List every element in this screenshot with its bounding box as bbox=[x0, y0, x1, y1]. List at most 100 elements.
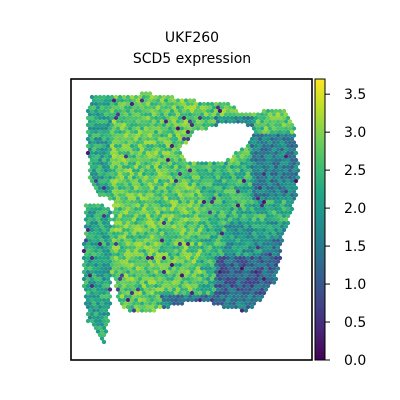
spot bbox=[111, 273, 117, 278]
spot bbox=[107, 238, 113, 243]
spot bbox=[245, 248, 251, 254]
spot bbox=[267, 259, 273, 264]
spot bbox=[279, 238, 285, 243]
spot bbox=[171, 154, 177, 159]
spot bbox=[181, 178, 187, 184]
spot bbox=[131, 252, 137, 257]
spot bbox=[141, 115, 147, 121]
spot bbox=[269, 157, 275, 163]
spot bbox=[277, 248, 283, 254]
spot bbox=[197, 262, 203, 268]
spot bbox=[235, 203, 241, 208]
spot bbox=[211, 217, 217, 222]
spot bbox=[111, 154, 117, 159]
spot bbox=[117, 108, 123, 114]
spot bbox=[195, 203, 201, 208]
spot bbox=[151, 98, 157, 103]
spot bbox=[105, 248, 111, 254]
spot bbox=[285, 150, 291, 156]
spot bbox=[113, 213, 119, 219]
spot bbox=[269, 241, 275, 247]
spot bbox=[159, 182, 165, 187]
spot bbox=[107, 245, 113, 250]
spot bbox=[109, 101, 115, 107]
spot bbox=[115, 210, 121, 215]
spot bbox=[153, 199, 159, 205]
spot bbox=[145, 115, 151, 121]
spot bbox=[247, 210, 253, 215]
spot bbox=[131, 105, 137, 110]
spot bbox=[229, 213, 235, 219]
spot bbox=[277, 241, 283, 247]
spot bbox=[113, 171, 119, 177]
spot bbox=[165, 220, 171, 226]
spot bbox=[85, 115, 91, 121]
spot bbox=[137, 108, 143, 114]
spot bbox=[149, 248, 155, 254]
spot bbox=[161, 262, 167, 268]
spot bbox=[241, 171, 247, 177]
spot bbox=[153, 94, 159, 100]
spot bbox=[267, 161, 273, 166]
spot bbox=[113, 199, 119, 205]
spot bbox=[169, 234, 175, 240]
spot bbox=[133, 248, 139, 254]
spot bbox=[289, 143, 295, 149]
spot bbox=[109, 150, 115, 156]
spot bbox=[97, 318, 103, 324]
spot bbox=[241, 185, 247, 191]
spot bbox=[131, 245, 137, 250]
spot bbox=[275, 210, 281, 215]
spot bbox=[261, 129, 267, 135]
spot bbox=[157, 220, 163, 226]
spot bbox=[273, 143, 279, 149]
spot bbox=[107, 217, 113, 222]
spot bbox=[139, 273, 145, 278]
spot bbox=[211, 273, 217, 278]
spot bbox=[251, 217, 257, 222]
spot bbox=[169, 297, 175, 303]
spot bbox=[137, 262, 143, 268]
spot bbox=[151, 161, 157, 166]
spot bbox=[175, 273, 181, 278]
spot bbox=[215, 210, 221, 215]
spot bbox=[185, 199, 191, 205]
spot bbox=[185, 255, 191, 261]
spot bbox=[117, 199, 123, 205]
spot bbox=[93, 290, 99, 296]
spot bbox=[231, 112, 237, 117]
spot bbox=[265, 115, 271, 121]
spot bbox=[147, 203, 153, 208]
spot bbox=[241, 206, 247, 212]
spot bbox=[147, 182, 153, 187]
spot bbox=[253, 297, 259, 303]
spot bbox=[275, 133, 281, 138]
spot bbox=[205, 122, 211, 128]
spot bbox=[211, 105, 217, 110]
spot bbox=[213, 164, 219, 170]
spot bbox=[113, 136, 119, 142]
spot bbox=[143, 189, 149, 194]
spot bbox=[285, 164, 291, 170]
spot bbox=[293, 150, 299, 156]
spot bbox=[171, 133, 177, 138]
spot bbox=[219, 266, 225, 271]
spot bbox=[91, 238, 97, 243]
spot bbox=[235, 217, 241, 222]
spot bbox=[163, 238, 169, 243]
spot bbox=[145, 269, 151, 275]
spot bbox=[145, 213, 151, 219]
spot bbox=[273, 227, 279, 233]
spot bbox=[105, 185, 111, 191]
spot bbox=[99, 210, 105, 215]
spot bbox=[259, 252, 265, 257]
spot bbox=[143, 217, 149, 222]
spot bbox=[95, 231, 101, 236]
spot bbox=[139, 238, 145, 243]
spot bbox=[239, 147, 245, 152]
spot bbox=[211, 112, 217, 117]
spot bbox=[179, 112, 185, 117]
spot bbox=[177, 262, 183, 268]
spot bbox=[145, 297, 151, 303]
spot bbox=[199, 238, 205, 243]
